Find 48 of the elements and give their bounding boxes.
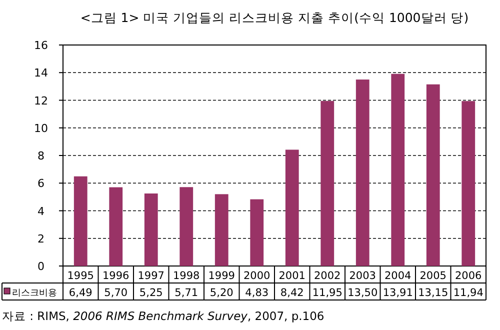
legend-label: 리스크비용 — [12, 288, 57, 298]
y-tick-label: 14 — [34, 66, 48, 80]
bar — [285, 150, 299, 266]
y-tick-label: 16 — [34, 39, 48, 52]
text: 자료 : RIMS, 2006 RIMS Benchmark Survey, 2007, p.106 — [2, 309, 324, 323]
x-tick-label: 2000 — [244, 270, 270, 282]
x-tick-label: 1998 — [173, 270, 200, 282]
y-tick-label: 12 — [34, 94, 48, 108]
y-tick-label: 0 — [38, 260, 44, 273]
data-label: 5,71 — [174, 287, 198, 299]
data-label: 5,20 — [210, 287, 234, 299]
data-label: 5,70 — [104, 287, 128, 299]
x-tick-label: 2001 — [278, 270, 306, 282]
data-label: 13,91 — [382, 287, 413, 299]
data-label: 13,15 — [418, 287, 448, 299]
bar — [214, 194, 228, 266]
x-tick-label: 1999 — [208, 270, 235, 282]
bar — [426, 84, 440, 266]
data-label: 6,49 — [68, 287, 92, 299]
data-label: 5,25 — [139, 287, 163, 299]
data-label: 11,95 — [312, 287, 342, 299]
x-tick-label: 2005 — [420, 270, 446, 282]
data-label: 13,50 — [348, 287, 378, 299]
x-tick-label: 1995 — [67, 270, 94, 282]
y-tick-label: 10 — [34, 122, 48, 135]
y-tick-label: 8 — [38, 150, 44, 162]
bar — [180, 187, 194, 266]
bar — [109, 187, 123, 266]
chart-title: <그림 1> 미국 기업들의 리스크비용 지출 추이(수익 1000달러 당) — [80, 10, 469, 25]
y-tick-label: 6 — [38, 177, 44, 190]
bar — [462, 101, 476, 266]
bar — [391, 74, 405, 266]
bar — [356, 80, 370, 266]
x-tick-label: 1996 — [102, 270, 130, 282]
data-label: 11,94 — [453, 287, 484, 299]
x-tick-label: 2002 — [314, 270, 341, 282]
data-label: 4,83 — [245, 287, 269, 299]
bar — [74, 176, 88, 266]
bar — [250, 199, 264, 266]
data-label: 8,42 — [280, 287, 304, 299]
x-tick-label: 2003 — [349, 270, 376, 282]
y-tick-label: 2 — [38, 232, 44, 246]
x-tick-label: 2006 — [455, 270, 482, 282]
bar — [320, 100, 334, 266]
x-tick-label: 1997 — [138, 270, 164, 282]
x-tick-label: 2004 — [384, 270, 412, 282]
y-tick-label: 4 — [38, 204, 44, 218]
bar — [144, 193, 158, 266]
